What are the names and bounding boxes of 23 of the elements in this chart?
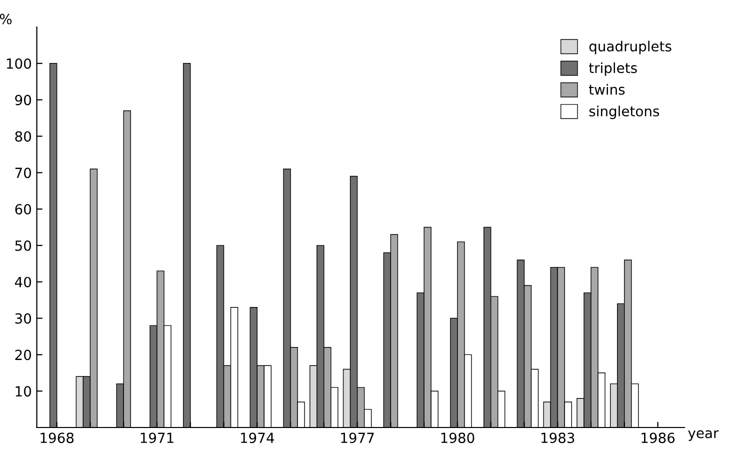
y-tick-label: 60: [15, 204, 32, 215]
legend-label: twins: [588, 84, 625, 95]
legend-label: singletons: [589, 106, 660, 120]
y-tick-label: 70: [15, 168, 32, 178]
legend-label: quadruplets: [589, 40, 672, 54]
y-tick-label: 10: [16, 386, 32, 397]
y-axis-title: %: [0, 14, 12, 24]
x-tick-label: 1977: [341, 432, 374, 444]
x-tick-label: 1971: [140, 432, 174, 444]
x-tick-label: 1983: [541, 432, 574, 444]
legend-label: triplets: [588, 62, 637, 76]
x-axis-title: year: [688, 430, 719, 441]
y-tick-label: 80: [15, 131, 32, 142]
y-tick-label: 30: [15, 313, 32, 324]
y-tick-label: 20: [15, 350, 32, 360]
y-tick-label: 40: [14, 276, 32, 288]
x-tick-label: 1968: [40, 432, 74, 444]
x-tick-label: 1974: [240, 432, 274, 444]
y-tick-label: 90: [15, 94, 32, 106]
x-tick-label: 1986: [642, 432, 675, 444]
y-tick-label: 100: [6, 58, 32, 69]
y-tick-label: 50: [15, 240, 32, 251]
x-tick-label: 1980: [441, 432, 474, 444]
